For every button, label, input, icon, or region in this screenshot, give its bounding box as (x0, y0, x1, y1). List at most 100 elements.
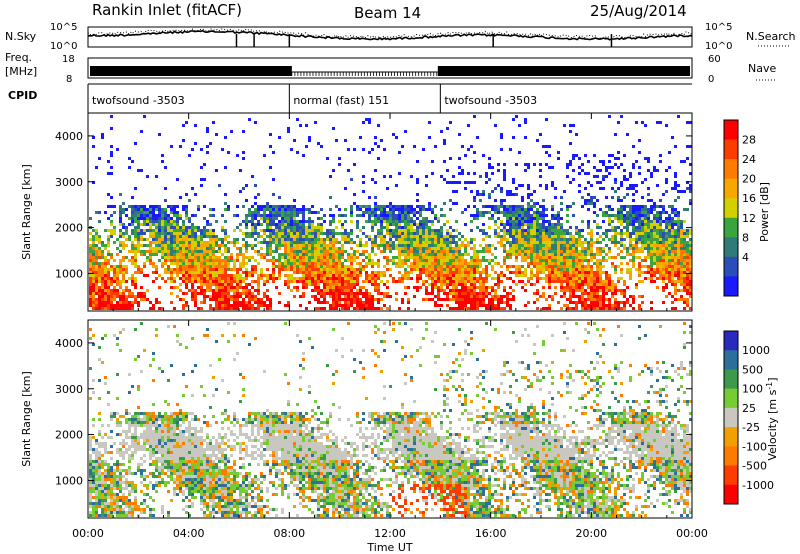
heatmap-cell (251, 274, 254, 277)
heatmap-cell (659, 268, 662, 271)
heatmap-cell (359, 289, 362, 292)
heatmap-cell (317, 256, 320, 259)
heatmap-cell (533, 265, 536, 268)
heatmap-cell (146, 175, 149, 178)
heatmap-cell (584, 289, 587, 292)
heatmap-cell (344, 238, 347, 241)
heatmap-cell (350, 214, 353, 217)
heatmap-cell (359, 214, 362, 217)
heatmap-cell (554, 280, 557, 283)
heatmap-cell (323, 277, 326, 280)
heatmap-cell (218, 238, 221, 241)
heatmap-cell (596, 238, 599, 241)
heatmap-cell (101, 286, 104, 289)
heatmap-cell (383, 217, 386, 220)
heatmap-cell (398, 265, 401, 268)
heatmap-cell (359, 205, 362, 208)
heatmap-cell (572, 253, 575, 256)
heatmap-cell (434, 301, 437, 304)
heatmap-cell (176, 211, 179, 214)
heatmap-cell (335, 268, 338, 271)
heatmap-cell (656, 217, 659, 220)
heatmap-cell (248, 244, 251, 247)
heatmap-cell (503, 262, 506, 265)
heatmap-cell (104, 259, 107, 262)
heatmap-cell (206, 259, 209, 262)
heatmap-cell (167, 214, 170, 217)
heatmap-cell (479, 265, 482, 268)
heatmap-cell (344, 274, 347, 277)
heatmap-cell (527, 250, 530, 253)
heatmap-cell (371, 250, 374, 253)
heatmap-cell (560, 262, 563, 265)
heatmap-cell (257, 262, 260, 265)
heatmap-cell (332, 304, 335, 307)
heatmap-cell (152, 262, 155, 265)
heatmap-cell (110, 301, 113, 304)
heatmap-cell (548, 250, 551, 253)
heatmap-cell (236, 268, 239, 271)
heatmap-cell (365, 235, 368, 238)
heatmap-cell (179, 265, 182, 268)
heatmap-cell (107, 280, 110, 283)
heatmap-cell (656, 232, 659, 235)
heatmap-cell (242, 292, 245, 295)
heatmap-cell (419, 277, 422, 280)
heatmap-cell (143, 244, 146, 247)
heatmap-cell (296, 241, 299, 244)
heatmap-cell (647, 265, 650, 268)
heatmap-cell (263, 295, 266, 298)
heatmap-cell (524, 256, 527, 259)
heatmap-cell (443, 298, 446, 301)
heatmap-cell (371, 247, 374, 250)
heatmap-cell (464, 268, 467, 271)
heatmap-cell (230, 241, 233, 244)
heatmap-cell (575, 283, 578, 286)
heatmap-cell (251, 256, 254, 259)
heatmap-cell (572, 256, 575, 259)
heatmap-cell (212, 208, 215, 211)
heatmap-cell (146, 220, 149, 223)
heatmap-cell (191, 229, 194, 232)
heatmap-cell (434, 232, 437, 235)
heatmap-cell (650, 172, 653, 175)
heatmap-cell (500, 298, 503, 301)
heatmap-cell (506, 211, 509, 214)
heatmap-cell (422, 232, 425, 235)
heatmap-cell (575, 295, 578, 298)
heatmap-cell (530, 220, 533, 223)
heatmap-cell (377, 124, 380, 127)
heatmap-cell (191, 298, 194, 301)
heatmap-cell (623, 208, 626, 211)
heatmap-cell (410, 250, 413, 253)
heatmap-cell (341, 238, 344, 241)
heatmap-cell (260, 208, 263, 211)
heatmap-cell (149, 259, 152, 262)
heatmap-cell (575, 274, 578, 277)
heatmap-cell (434, 286, 437, 289)
heatmap-cell (614, 163, 617, 166)
heatmap-cell (401, 217, 404, 220)
heatmap-cell (572, 244, 575, 247)
heatmap-cell (644, 271, 647, 274)
heatmap-cell (119, 268, 122, 271)
heatmap-cell (422, 262, 425, 265)
heatmap-cell (500, 199, 503, 202)
heatmap-cell (545, 274, 548, 277)
heatmap-cell (488, 226, 491, 229)
heatmap-cell (524, 235, 527, 238)
heatmap-cell (386, 259, 389, 262)
heatmap-cell (440, 304, 443, 307)
heatmap-cell (209, 253, 212, 256)
heatmap-cell (398, 151, 401, 154)
heatmap-cell (290, 205, 293, 208)
heatmap-cell (422, 220, 425, 223)
heatmap-cell (122, 277, 125, 280)
heatmap-cell (191, 271, 194, 274)
heatmap-cell (167, 241, 170, 244)
heatmap-cell (221, 229, 224, 232)
heatmap-cell (305, 226, 308, 229)
heatmap-cell (479, 277, 482, 280)
heatmap-cell (299, 226, 302, 229)
heatmap-cell (341, 280, 344, 283)
